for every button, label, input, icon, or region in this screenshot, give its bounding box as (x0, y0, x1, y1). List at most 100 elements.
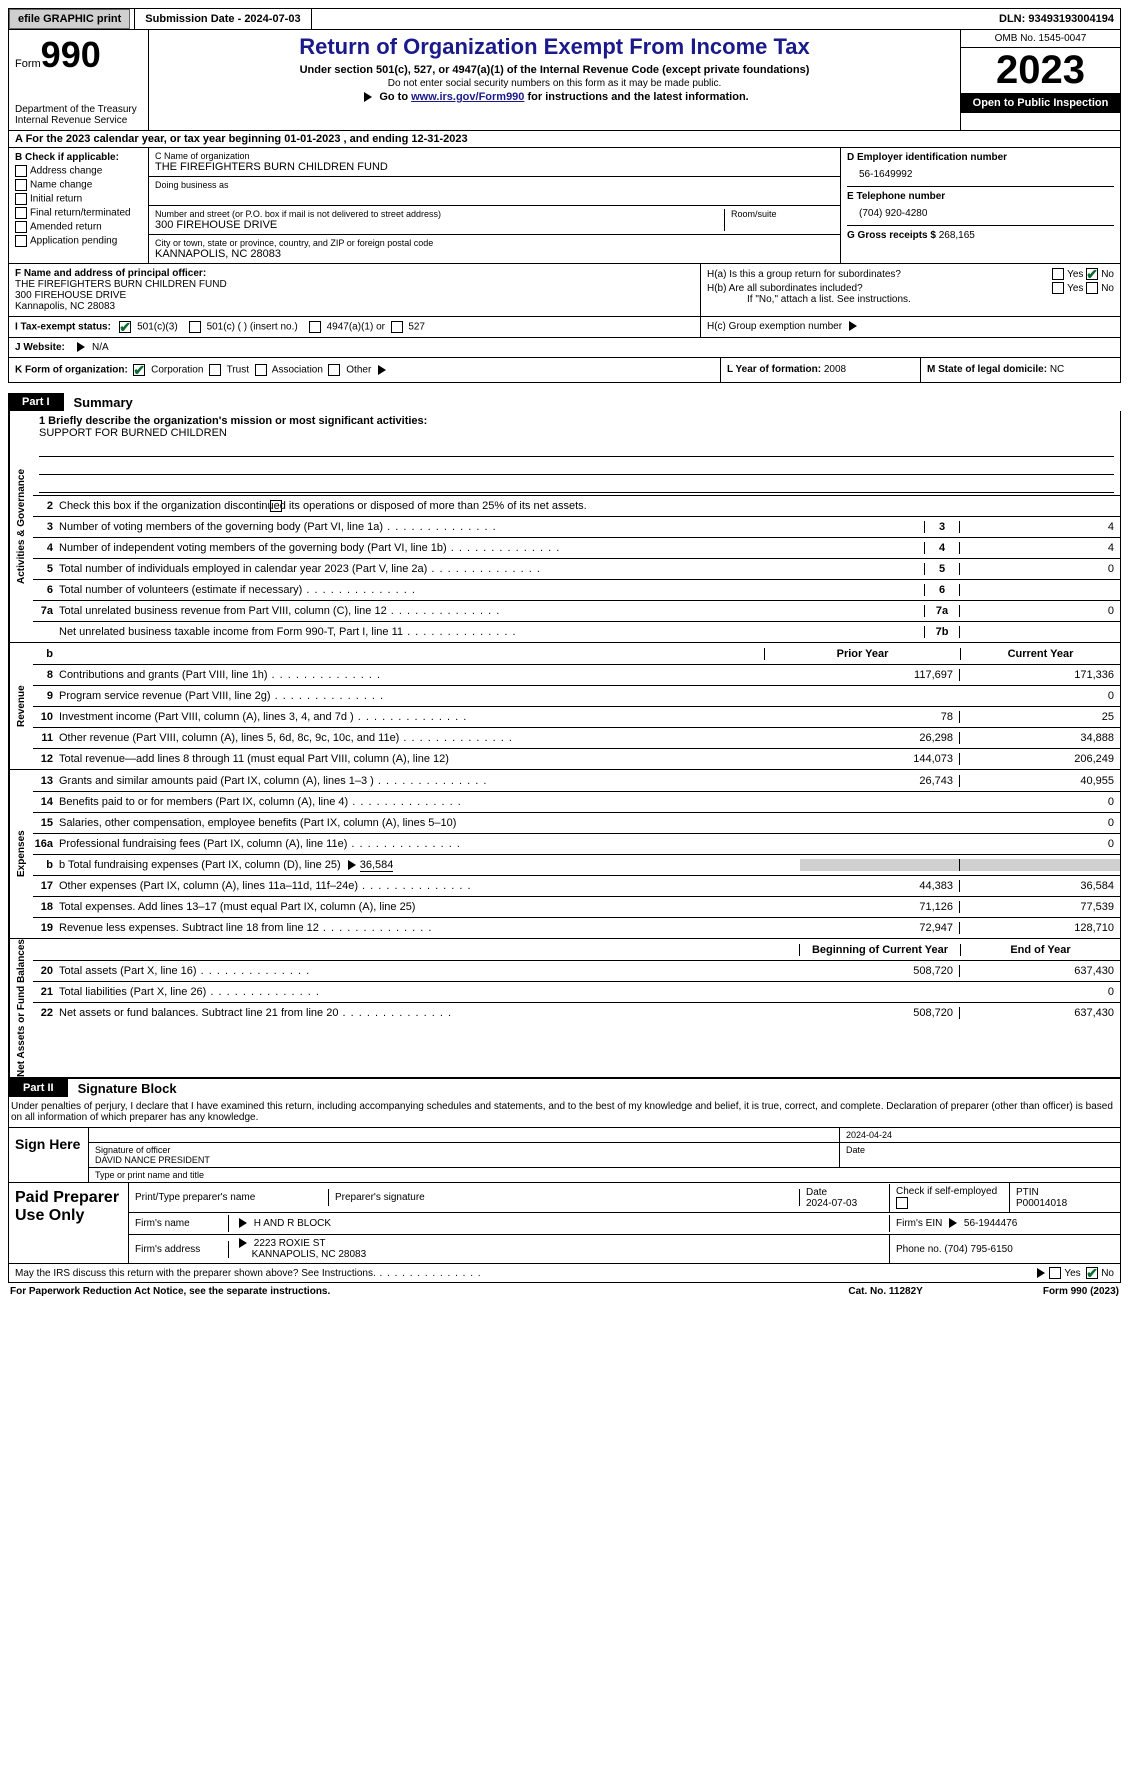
line21: Total liabilities (Part X, line 26) (59, 984, 800, 1000)
prep-date-hdr: Date (806, 1187, 827, 1198)
efile-print-button[interactable]: efile GRAPHIC print (9, 9, 130, 29)
line3: Number of voting members of the governin… (59, 519, 924, 535)
line12: Total revenue—add lines 8 through 11 (mu… (59, 751, 800, 767)
p22: 508,720 (800, 1007, 960, 1019)
line18: Total expenses. Add lines 13–17 (must eq… (59, 899, 800, 915)
top-toolbar: efile GRAPHIC print Submission Date - 20… (8, 8, 1121, 30)
section-H: H(a) Is this a group return for subordin… (700, 264, 1120, 316)
goto-post: for instructions and the latest informat… (524, 91, 748, 103)
chk-initial-return[interactable] (15, 193, 27, 205)
chk-self-employed[interactable] (896, 1197, 908, 1209)
discuss-yes[interactable] (1049, 1267, 1061, 1279)
chk-app-pending[interactable] (15, 235, 27, 247)
p18: 71,126 (800, 901, 960, 913)
line19: Revenue less expenses. Subtract line 18 … (59, 920, 800, 936)
discuss-no[interactable] (1086, 1267, 1098, 1279)
room-hint: Room/suite (731, 209, 834, 219)
section-I: I Tax-exempt status: 501(c)(3) 501(c) ( … (9, 317, 700, 337)
Ha-yes[interactable] (1052, 268, 1064, 280)
p17: 44,383 (800, 880, 960, 892)
c11: 34,888 (960, 732, 1120, 744)
chk-501c3[interactable] (119, 321, 131, 333)
val5: 0 (960, 563, 1120, 575)
row-A-tax-year: A For the 2023 calendar year, or tax yea… (8, 130, 1121, 148)
p19: 72,947 (800, 922, 960, 934)
paid-preparer-block: Paid Preparer Use Only Print/Type prepar… (8, 1183, 1121, 1264)
c17: 36,584 (960, 880, 1120, 892)
org-city: KANNAPOLIS, NC 28083 (155, 248, 834, 260)
B-label: B Check if applicable: (15, 152, 142, 163)
type-name-label: Type or print name and title (95, 1170, 204, 1180)
p13: 26,743 (800, 775, 960, 787)
c8: 171,336 (960, 669, 1120, 681)
foot-mid: Cat. No. 11282Y (848, 1286, 922, 1297)
sig-intro: Under penalties of perjury, I declare th… (8, 1097, 1121, 1128)
chk-discontinued[interactable] (270, 500, 282, 512)
Ha-no[interactable] (1086, 268, 1098, 280)
date-label: Date (846, 1145, 865, 1155)
firm-addr2: KANNAPOLIS, NC 28083 (252, 1249, 367, 1260)
line6: Total number of volunteers (estimate if … (59, 582, 924, 598)
chk-527[interactable] (391, 321, 403, 333)
c19: 128,710 (960, 922, 1120, 934)
sig-date: 2024-04-24 (846, 1130, 892, 1140)
chk-amended[interactable] (15, 221, 27, 233)
ptin: P00014018 (1016, 1198, 1067, 1209)
Hb-no[interactable] (1086, 282, 1098, 294)
c18: 77,539 (960, 901, 1120, 913)
chk-assoc[interactable] (255, 364, 267, 376)
chk-501c[interactable] (189, 321, 201, 333)
Hb-label: H(b) Are all subordinates included? (707, 283, 1052, 294)
firm-addr-label: Firm's address (129, 1241, 229, 1258)
dln: DLN: 93493193004194 (993, 10, 1120, 28)
arrow-icon (1037, 1268, 1045, 1278)
arrow-icon (239, 1238, 247, 1248)
p20: 508,720 (800, 965, 960, 977)
part1-tag: Part I (8, 393, 64, 411)
discuss-row: May the IRS discuss this return with the… (8, 1264, 1121, 1283)
chk-4947[interactable] (309, 321, 321, 333)
part2-title: Signature Block (78, 1081, 177, 1096)
Hb-yes[interactable] (1052, 282, 1064, 294)
c10: 25 (960, 711, 1120, 723)
chk-name-change[interactable] (15, 179, 27, 191)
arrow-icon (949, 1218, 957, 1228)
city-hint: City or town, state or province, country… (155, 238, 834, 248)
line8: Contributions and grants (Part VIII, lin… (59, 667, 800, 683)
firm-ein: 56-1944476 (964, 1218, 1017, 1229)
chk-corp[interactable] (133, 364, 145, 376)
c22: 637,430 (960, 1007, 1120, 1019)
chk-final-return[interactable] (15, 207, 27, 219)
D-label: D Employer identification number (847, 152, 1114, 163)
part2-tag: Part II (9, 1079, 68, 1097)
firm-phone: (704) 795-6150 (944, 1244, 1012, 1255)
chk-other[interactable] (328, 364, 340, 376)
c21: 0 (960, 986, 1120, 998)
line7a: Total unrelated business revenue from Pa… (59, 603, 924, 619)
chk-trust[interactable] (209, 364, 221, 376)
form990-link[interactable]: www.irs.gov/Form990 (411, 91, 524, 103)
p11: 26,298 (800, 732, 960, 744)
line9: Program service revenue (Part VIII, line… (59, 688, 800, 704)
c16a: 0 (960, 838, 1120, 850)
foot-left: For Paperwork Reduction Act Notice, see … (10, 1286, 330, 1297)
officer-sig-name: DAVID NANCE PRESIDENT (95, 1155, 210, 1165)
chk-address-change[interactable] (15, 165, 27, 177)
side-netassets: Net Assets or Fund Balances (9, 939, 33, 1077)
line11: Other revenue (Part VIII, column (A), li… (59, 730, 800, 746)
p12: 144,073 (800, 753, 960, 765)
ptin-hdr: PTIN (1016, 1187, 1039, 1198)
c13: 40,955 (960, 775, 1120, 787)
phone: (704) 920-4280 (847, 208, 1114, 219)
org-address: 300 FIREHOUSE DRIVE (155, 219, 724, 231)
firm-ein-label: Firm's EIN (896, 1218, 942, 1229)
form-label: Form (15, 58, 41, 70)
val7a: 0 (960, 605, 1120, 617)
c9: 0 (960, 690, 1120, 702)
year-formation: 2008 (824, 364, 846, 375)
sign-here-block: Sign Here 2024-04-24 Signature of office… (8, 1128, 1121, 1183)
submission-date: Submission Date - 2024-07-03 (139, 10, 306, 28)
line7b: Net unrelated business taxable income fr… (59, 624, 924, 640)
domicile: NC (1050, 364, 1064, 375)
arrow-icon (378, 365, 386, 375)
